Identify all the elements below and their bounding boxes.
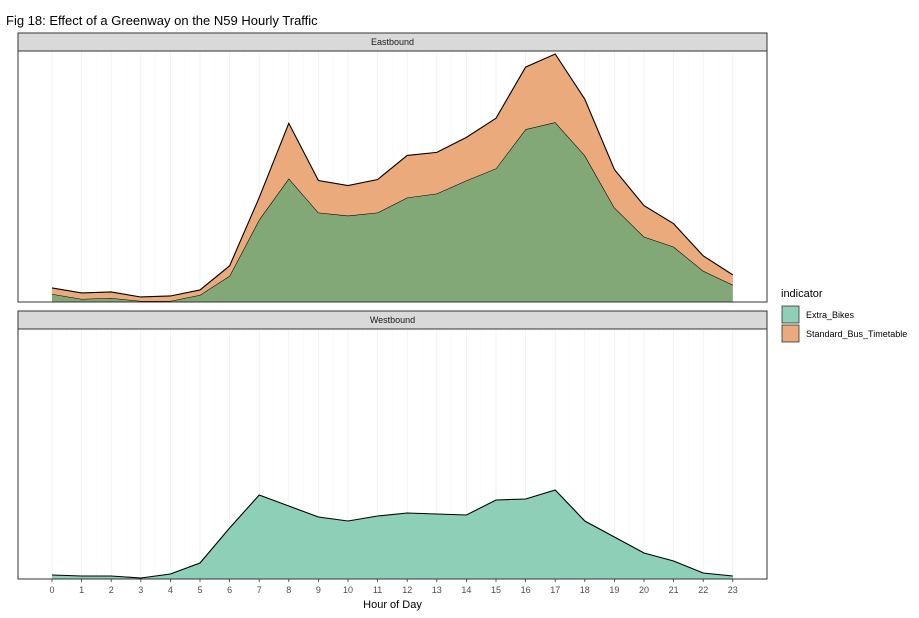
- x-tick-label-13: 13: [432, 585, 442, 595]
- x-axis-title: Hour of Day: [363, 599, 422, 611]
- panel-border-westbound: [17, 328, 768, 580]
- x-tick-label-12: 12: [402, 585, 412, 595]
- strip-label-eastbound: Eastbound: [371, 37, 414, 47]
- x-tick-label-6: 6: [227, 585, 232, 595]
- x-tick-label-19: 19: [609, 585, 619, 595]
- strip-label-westbound: Westbound: [370, 315, 415, 325]
- x-tick-label-0: 0: [49, 585, 54, 595]
- x-axis: 0 1 2 3 4 5 6 7 8 9 10 11 12 13 14 15 16 17 18 19 20 21 22 23: [49, 579, 738, 595]
- legend-key-extra-bikes: [781, 305, 800, 324]
- x-tick-label-16: 16: [521, 585, 531, 595]
- x-tick-label-14: 14: [461, 585, 471, 595]
- legend-label-extra-bikes: Extra_Bikes: [806, 310, 855, 320]
- legend-label-standard-bus-timetable: Standard_Bus_Timetable: [806, 329, 907, 339]
- x-tick-label-15: 15: [491, 585, 501, 595]
- x-tick-label-10: 10: [343, 585, 353, 595]
- x-tick-label-22: 22: [698, 585, 708, 595]
- areas-eastbound: [51, 53, 734, 302]
- x-tick-label-18: 18: [580, 585, 590, 595]
- x-tick-label-21: 21: [669, 585, 679, 595]
- x-tick-label-9: 9: [316, 585, 321, 595]
- legend: indicator Extra_Bikes Standard_Bus_Timet…: [781, 288, 907, 343]
- area-eastbound-extra-bikes: [52, 122, 733, 302]
- legend-title: indicator: [781, 288, 823, 300]
- x-tick-label-7: 7: [257, 585, 262, 595]
- panel-westbound: Westbound: [17, 310, 768, 580]
- panel-eastbound: Eastbound: [17, 32, 768, 303]
- panel-border-eastbound: [17, 50, 768, 303]
- legend-key-standard-bus-timetable: [781, 324, 800, 343]
- x-tick-label-17: 17: [550, 585, 560, 595]
- x-tick-label-3: 3: [138, 585, 143, 595]
- x-tick-label-11: 11: [373, 585, 382, 595]
- x-tick-label-20: 20: [639, 585, 649, 595]
- x-tick-label-4: 4: [168, 585, 173, 595]
- x-tick-label-1: 1: [79, 585, 84, 595]
- chart-title: Fig 18: Effect of a Greenway on the N59 …: [6, 13, 318, 28]
- x-tick-label-2: 2: [109, 585, 114, 595]
- x-tick-label-5: 5: [197, 585, 202, 595]
- x-tick-label-23: 23: [728, 585, 738, 595]
- line-eastbound-standard-bus-timetable: [51, 53, 734, 298]
- x-tick-label-8: 8: [286, 585, 291, 595]
- line-westbound-extra-bikes: [51, 489, 733, 579]
- area-westbound-extra-bikes: [52, 490, 733, 579]
- area-eastbound-standard-bus-timetable: [52, 54, 733, 302]
- areas-westbound: [51, 489, 733, 579]
